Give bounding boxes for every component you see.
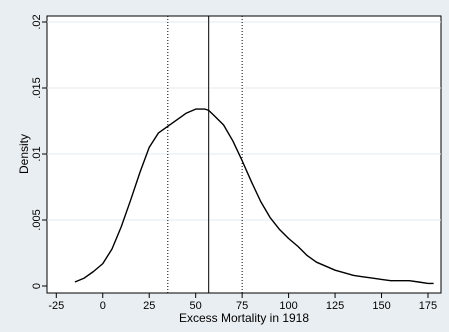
y-tick-label-3: .015 bbox=[31, 77, 43, 98]
x-axis: -25 0 25 50 75 100 125 150 175 bbox=[48, 293, 437, 312]
gridlines bbox=[47, 21, 441, 221]
series-line-0 bbox=[74, 108, 434, 285]
y-tick-label-1: .005 bbox=[31, 209, 43, 230]
y-tick-label-2: .01 bbox=[31, 146, 43, 161]
y-tick-label-4: .02 bbox=[31, 14, 43, 29]
series-layer bbox=[74, 108, 434, 285]
x-tick-label-0: -25 bbox=[48, 300, 64, 312]
x-tick-label-7: 150 bbox=[372, 300, 390, 312]
y-tick-label-0: 0 bbox=[31, 283, 43, 289]
y-axis-label: Density bbox=[17, 134, 31, 174]
x-tick-label-8: 175 bbox=[419, 300, 437, 312]
x-tick-label-3: 50 bbox=[190, 300, 202, 312]
x-tick-label-2: 25 bbox=[143, 300, 155, 312]
x-tick-label-1: 0 bbox=[100, 300, 106, 312]
y-axis: 0 .005 .01 .015 .02 bbox=[31, 14, 47, 289]
x-tick-label-5: 100 bbox=[279, 300, 297, 312]
x-tick-label-4: 75 bbox=[236, 300, 248, 312]
reference-lines bbox=[167, 16, 243, 293]
x-axis-label: Excess Mortality in 1918 bbox=[179, 311, 309, 325]
x-tick-label-6: 125 bbox=[326, 300, 344, 312]
